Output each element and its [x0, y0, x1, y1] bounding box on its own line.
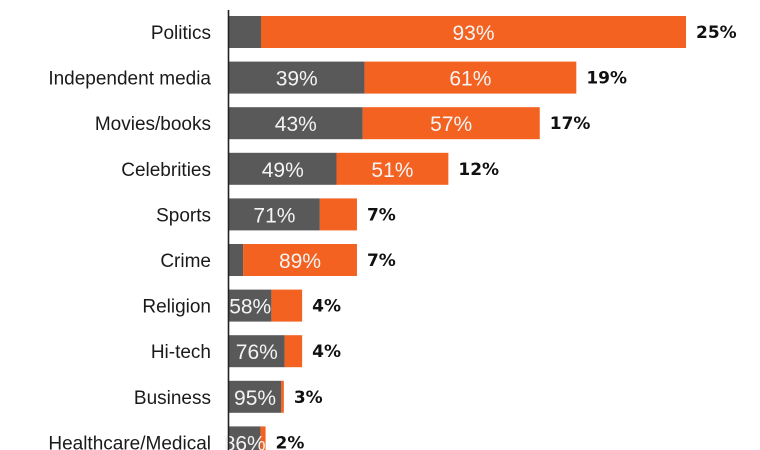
- total-label: 4%: [312, 297, 341, 317]
- segment-a-label: 86%: [224, 432, 266, 450]
- total-label: 7%: [367, 251, 396, 271]
- category-label: Business: [134, 388, 211, 409]
- bar-segment-a: [229, 198, 320, 231]
- bar-segment-a: [229, 426, 261, 450]
- category-label: Celebrities: [121, 160, 211, 181]
- total-label: 3%: [294, 388, 323, 408]
- category-labels: Politics Independent media Movies/books Cel…: [48, 23, 211, 450]
- total-label: 17%: [550, 114, 591, 134]
- bar-segment-b: [336, 152, 449, 185]
- total-label: 7%: [367, 205, 396, 225]
- bar-segment-b: [319, 198, 357, 231]
- segment-b-label: 61%: [449, 68, 491, 91]
- category-label: Religion: [142, 297, 211, 318]
- category-label: Hi-tech: [151, 342, 211, 363]
- segment-b-label: 51%: [371, 159, 413, 182]
- segment-a-label: 71%: [253, 204, 295, 227]
- bar-segment-a: [229, 61, 365, 94]
- bar-segment-b: [281, 380, 284, 413]
- bar-segment-b: [243, 244, 357, 276]
- category-label: Politics: [151, 23, 211, 44]
- bar-segment-b: [260, 16, 686, 48]
- bar-segment-a: [229, 107, 363, 140]
- category-label: Movies/books: [95, 114, 211, 135]
- bar-segment-b: [284, 335, 303, 368]
- category-label: Independent media: [48, 69, 211, 90]
- category-label: Healthcare/Medical: [48, 433, 211, 450]
- bar-segment-a: [229, 16, 261, 48]
- bar-segment-a: [229, 289, 272, 322]
- segment-a-label: 43%: [275, 113, 317, 136]
- total-label: 19%: [586, 69, 627, 89]
- bar-segment-a: [229, 244, 244, 276]
- segment-a-label: 58%: [229, 296, 271, 319]
- bar-segment-b: [362, 107, 540, 140]
- segment-b-label: 57%: [430, 113, 472, 136]
- segment-a-label: 95%: [234, 387, 276, 410]
- bar-segment-a: [229, 152, 337, 185]
- bar-segment-b: [260, 426, 266, 450]
- segment-a-label: 39%: [276, 68, 318, 91]
- total-label: 25%: [696, 23, 737, 43]
- segment-a-label: 49%: [262, 159, 304, 182]
- bar-segment-b: [364, 61, 577, 94]
- category-label: Crime: [160, 251, 211, 272]
- bar-segment-a: [229, 335, 285, 368]
- total-label: 4%: [312, 342, 341, 362]
- bar-segment-a: [229, 380, 282, 413]
- bars: 93% 25% 39% 61% 19% 43% 57% 17% 49% 51% 12% 71% 7% 89…: [224, 16, 737, 450]
- segment-b-label: 93%: [452, 22, 494, 45]
- total-label: 12%: [458, 160, 499, 180]
- segment-a-label: 76%: [236, 341, 278, 364]
- segment-b-label: 89%: [279, 250, 321, 273]
- category-label: Sports: [156, 205, 211, 226]
- total-label: 2%: [276, 433, 305, 450]
- bar-segment-b: [271, 289, 303, 322]
